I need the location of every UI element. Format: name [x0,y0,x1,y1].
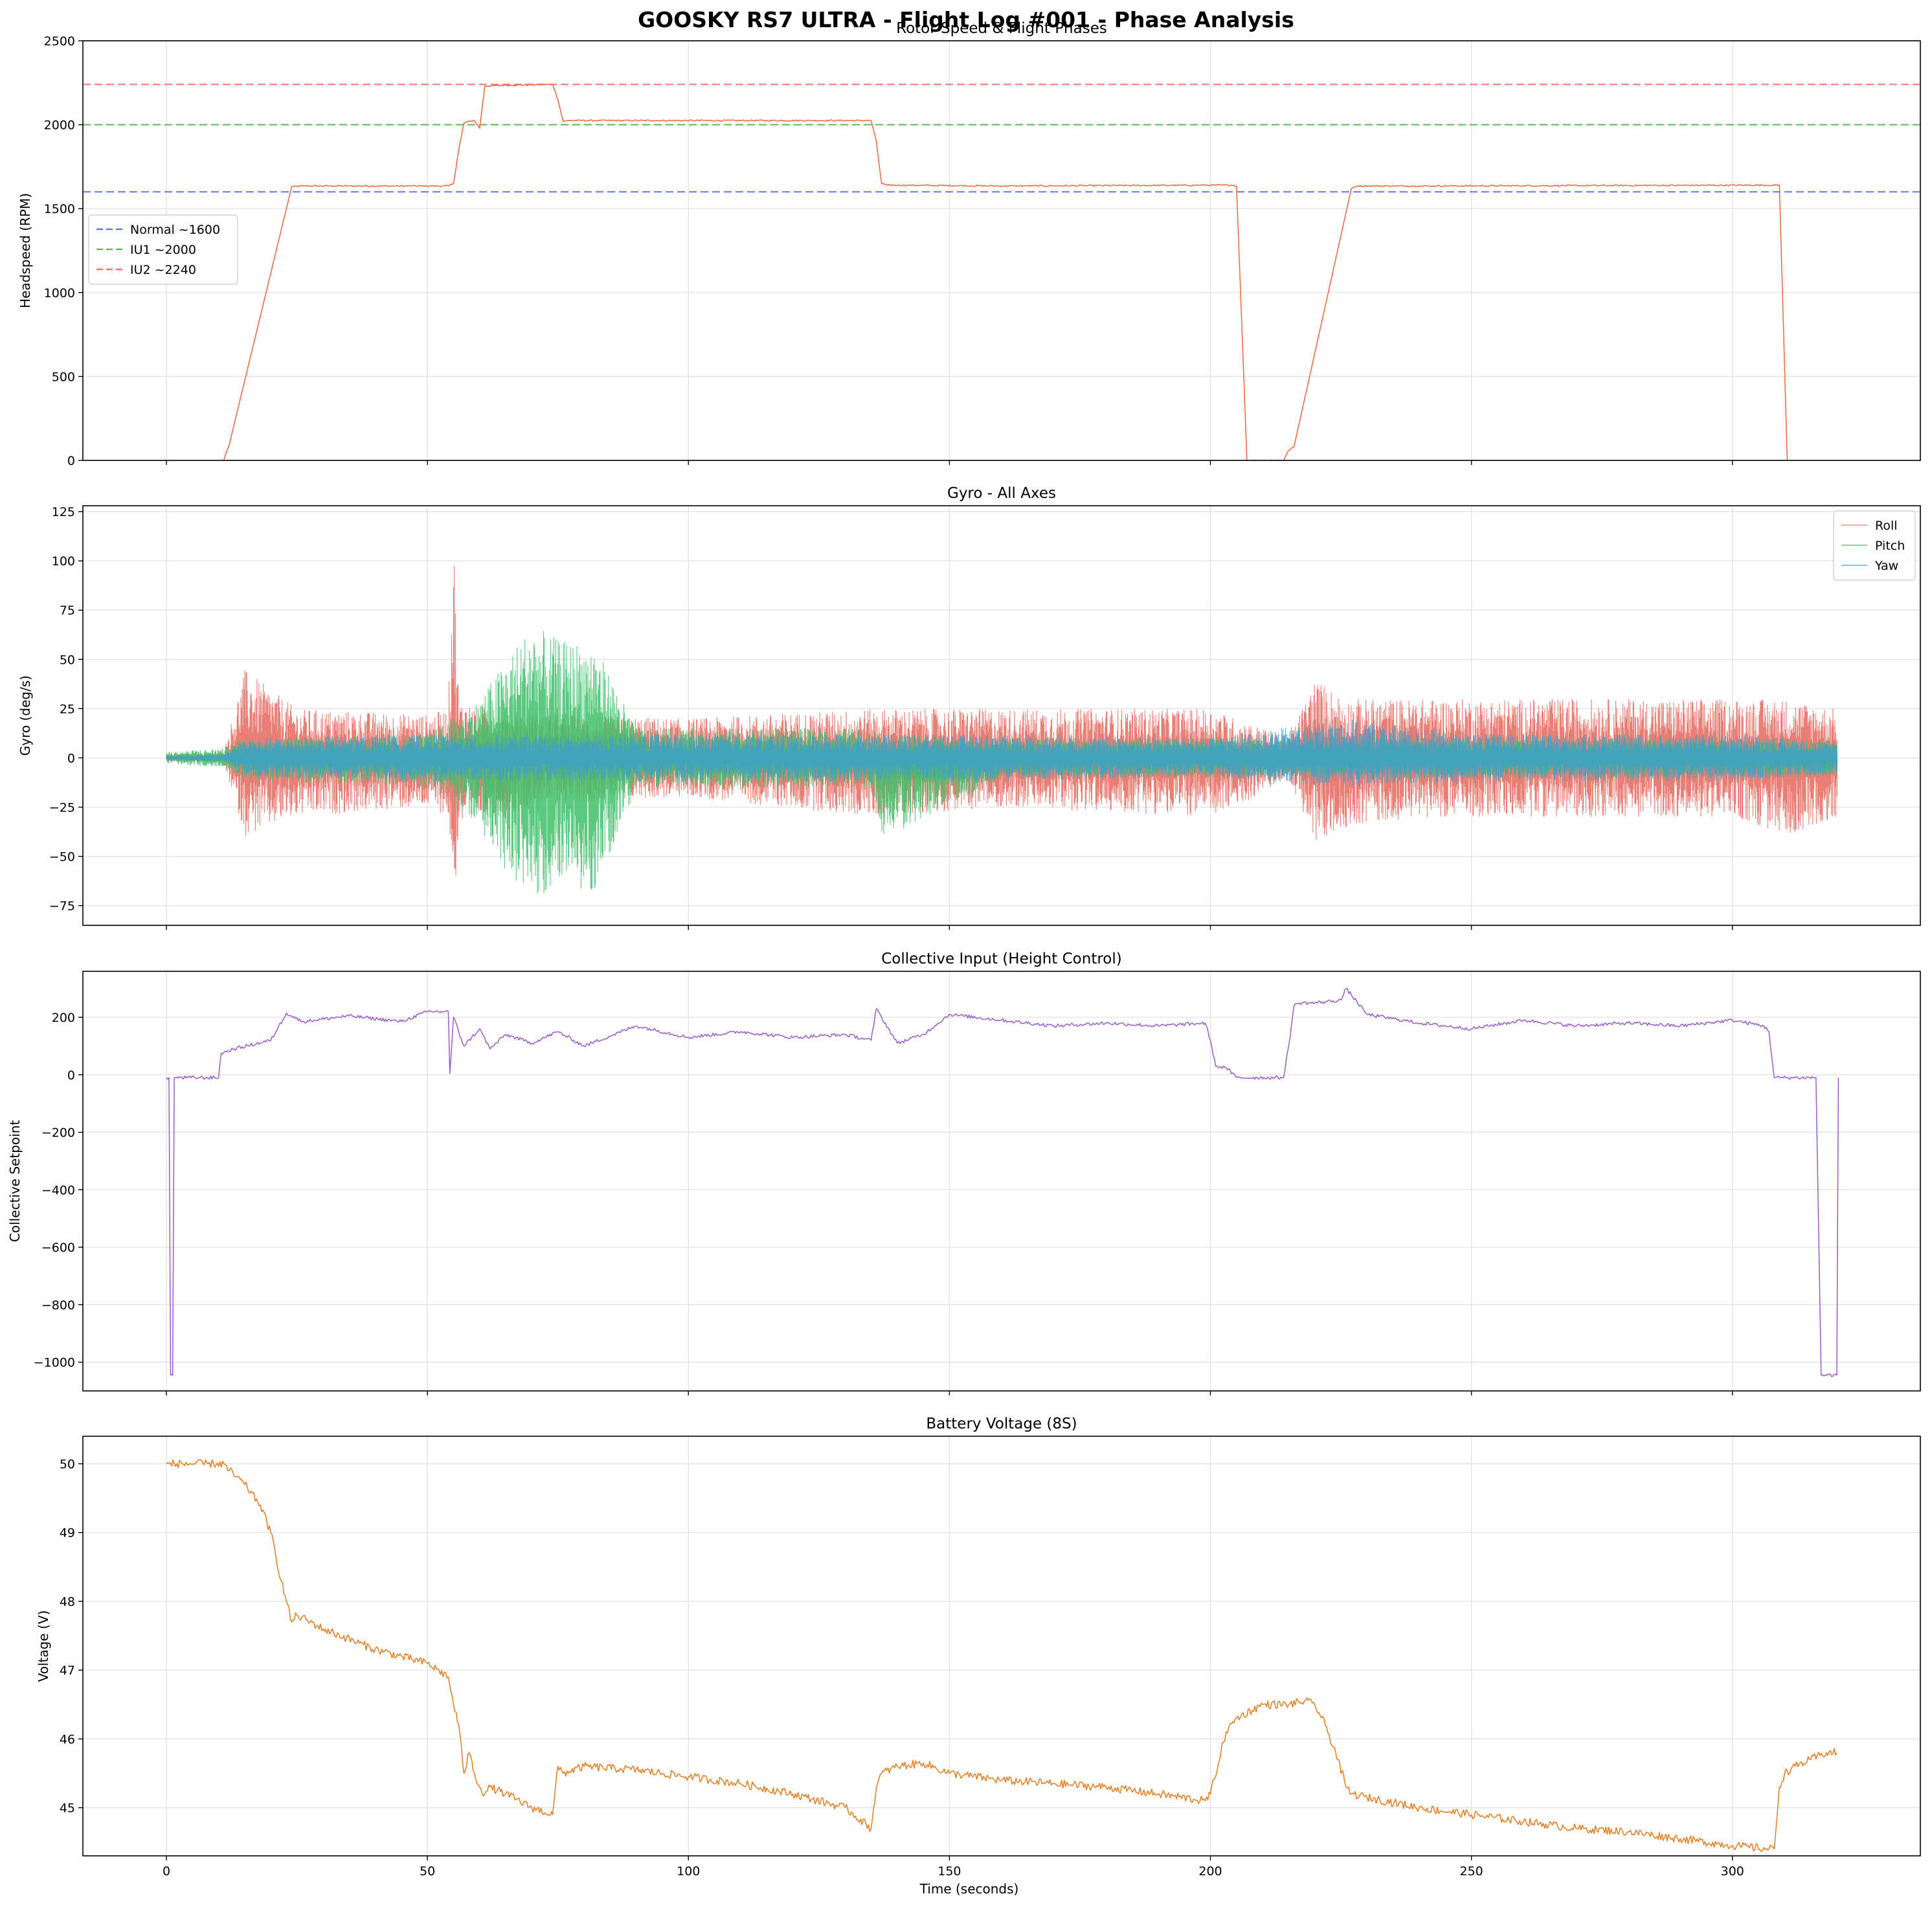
y-tick-label: 45 [60,1801,75,1816]
legend-label: Normal ~1600 [130,223,220,237]
figure-title: GOOSKY RS7 ULTRA - Flight Log #001 - Pha… [638,7,1294,32]
legend: Normal ~1600 IU1 ~2000 IU2 ~2240 [88,214,238,285]
legend-label: Roll [1875,519,1898,533]
series-line [166,987,1839,1377]
legend-label: Yaw [1874,559,1898,573]
y-tick-label: −50 [49,850,75,864]
y-tick-label: 125 [52,505,75,519]
y-tick-label: 1000 [44,286,75,300]
y-tick-label: 500 [52,370,75,384]
x-tick-label: 50 [420,1864,435,1879]
x-tick-label: 0 [163,1864,170,1879]
plot-area [166,1459,1837,1852]
series-line [166,1459,1837,1852]
panel-3: −1000 −800 −600 −400 −200 0 200 Collective Inpu… [7,951,1921,1395]
panel-title: Gyro - All Axes [947,485,1056,502]
legend-box [1833,510,1916,581]
legend-label: IU1 ~2000 [130,243,196,257]
y-tick-label: −1000 [34,1356,75,1370]
panel-title: Battery Voltage (8S) [926,1416,1077,1432]
legend-label: IU2 ~2240 [130,263,196,277]
y-tick-label: 0 [67,1068,75,1083]
x-tick-label: 250 [1459,1864,1483,1879]
panel-2: −75 −50 −25 0 25 50 75 100 125 Gyro - All Axes Gyr… [17,485,1921,930]
x-tick-label: 150 [938,1864,961,1879]
y-tick-label: 46 [60,1732,75,1746]
y-axis-label: Voltage (V) [36,1610,51,1682]
axes-frame [82,505,1921,926]
y-tick-label: 0 [67,751,75,765]
axes-frame [82,40,1921,461]
y-tick-label: −75 [49,899,75,914]
y-tick-label: 2500 [44,34,75,49]
series-line [223,84,1788,460]
plot-area [166,987,1839,1377]
y-tick-label: 47 [60,1664,75,1678]
y-tick-label: −25 [49,800,75,815]
panel-title: Rotor Speed & Flight Phases [896,20,1107,37]
y-axis-label: Gyro (deg/s) [17,675,33,756]
panel-1: 0 500 1000 1500 2000 2500 Rotor Speed & Flight… [17,20,1921,468]
legend-label: Pitch [1875,539,1905,553]
y-tick-label: 48 [60,1595,75,1609]
series-roll [166,566,1838,875]
y-tick-label: −200 [41,1126,75,1140]
y-tick-label: 50 [60,653,75,667]
axes-frame [82,1436,1921,1856]
legend: Roll Pitch Yaw [1833,510,1916,581]
y-tick-label: −800 [41,1298,75,1313]
y-tick-label: 200 [52,1011,75,1025]
x-axis-label: Time (seconds) [919,1881,1019,1897]
legend-box [88,214,238,285]
y-tick-label: −600 [41,1241,75,1255]
y-axis-label: Headspeed (RPM) [17,193,33,308]
y-tick-label: 75 [60,604,75,618]
y-axis-label: Collective Setpoint [7,1120,23,1243]
panel-4: 0 50 100 150 200 250 300 45 46 47 48 49 50 Battery Vo… [36,1416,1921,1879]
x-tick-label: 300 [1721,1864,1744,1879]
series-yaw [166,719,1838,787]
panel-title: Collective Input (Height Control) [881,951,1121,967]
plot-area [166,566,1838,894]
axes-frame [82,971,1921,1392]
x-tick-label: 200 [1198,1864,1222,1879]
y-tick-label: 25 [60,702,75,716]
y-tick-label: 1500 [44,202,75,216]
y-tick-label: −400 [41,1183,75,1197]
x-tick-label: 100 [677,1864,700,1879]
y-tick-label: 0 [67,454,75,468]
y-tick-label: 2000 [44,118,75,133]
y-tick-label: 50 [60,1457,75,1471]
y-tick-label: 49 [60,1526,75,1540]
y-tick-label: 100 [52,554,75,569]
plot-area [83,84,1920,460]
